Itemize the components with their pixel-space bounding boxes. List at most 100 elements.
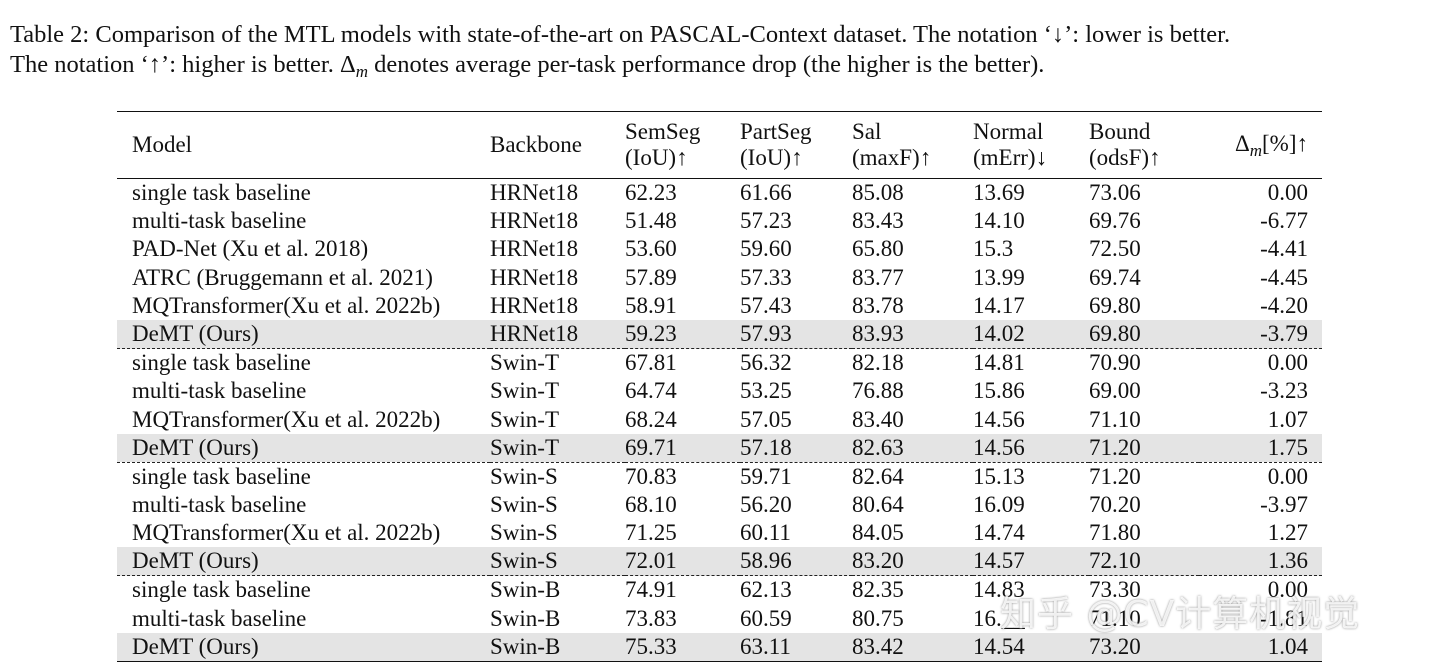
cell-normal: 13.69	[973, 180, 1025, 205]
cell-bound: 70.90	[1089, 350, 1141, 376]
cell-sal: 83.42	[852, 632, 973, 662]
table-row: single task baseline Swin-S 70.83 59.71 82.6…	[117, 462, 1322, 491]
cell-sal: 82.35	[852, 577, 904, 603]
cell-partseg: 58.96	[740, 547, 852, 577]
cell-sal: 83.93	[852, 320, 973, 350]
table-row: multi-task baseline Swin-B 73.83 60.59 80.75…	[117, 604, 1322, 632]
header-normal-metric: (mErr)↓	[973, 145, 1048, 170]
cell-backbone: HRNet18	[490, 236, 579, 262]
header-sal-name: Sal	[852, 119, 882, 144]
cell-sal: 82.64	[852, 463, 904, 489]
cell-model: DeMT (Ours)	[117, 433, 490, 463]
cell-normal: 14.81	[973, 350, 1025, 376]
cell-sal: 84.05	[852, 520, 904, 546]
header-semseg: SemSeg (IoU)↑	[625, 112, 740, 179]
cell-bound: 71.80	[1089, 520, 1141, 546]
cell-semseg: 75.33	[625, 632, 740, 662]
cell-backbone: Swin-S	[490, 547, 625, 577]
cell-bound: 72.50	[1089, 236, 1141, 262]
header-semseg-name: SemSeg	[625, 119, 701, 144]
table-row-ours: DeMT (Ours) Swin-B 75.33 63.11 83.42 14.54 73.…	[117, 632, 1322, 662]
cell-sal: 76.88	[852, 378, 904, 404]
cell-semseg: 70.83	[625, 463, 677, 489]
cell-bound: 71.20	[1089, 463, 1141, 489]
cell-delta: 1.27	[1267, 520, 1308, 546]
cell-model: single task baseline	[132, 180, 311, 205]
cell-semseg: 53.60	[625, 236, 677, 262]
cell-backbone: Swin-B	[490, 577, 561, 603]
cell-semseg: 58.91	[625, 293, 677, 319]
cell-normal: 14.56	[973, 433, 1089, 463]
cell-delta: 0.00	[1267, 463, 1308, 489]
table-row-ours: DeMT (Ours) Swin-S 72.01 58.96 83.20 14.57 72.…	[117, 547, 1322, 577]
cell-bound: 70.20	[1089, 491, 1141, 517]
caption-line-2-end: denotes average per-task performance dro…	[368, 51, 1045, 78]
cell-delta: -3.97	[1260, 491, 1308, 517]
cell-partseg: 53.25	[740, 378, 792, 404]
table-row: multi-task baseline Swin-T 64.74 53.25 76.88…	[117, 377, 1322, 405]
cell-bound: 69.74	[1089, 264, 1141, 290]
header-delta-unit: [%]↑	[1262, 131, 1308, 156]
cell-partseg: 59.60	[740, 236, 792, 262]
cell-normal: 16.09	[973, 491, 1025, 517]
table-caption: Table 2: Comparison of the MTL models wi…	[10, 20, 1430, 82]
cell-sal: 80.64	[852, 491, 904, 517]
cell-semseg: 57.89	[625, 264, 677, 290]
table-row-ours: DeMT (Ours) Swin-T 69.71 57.18 82.63 14.56 71.…	[117, 433, 1322, 463]
cell-delta: 0.00	[1267, 180, 1308, 205]
header-partseg-name: PartSeg	[740, 119, 812, 144]
cell-bound: 71.10	[1089, 406, 1141, 432]
cell-bound: 73.06	[1089, 180, 1141, 205]
table-header: Model Backbone SemSeg (IoU)↑ PartSeg (IoU)…	[117, 111, 1322, 179]
table-row: single task baseline Swin-T 67.81 56.32 82.1…	[117, 349, 1322, 378]
header-normal: Normal (mErr)↓	[973, 112, 1089, 179]
cell-delta: 1.75	[1199, 433, 1322, 463]
cell-model: multi-task baseline	[132, 378, 307, 404]
cell-normal: 14.56	[973, 406, 1025, 432]
cell-delta: -4.20	[1260, 293, 1308, 319]
cell-model: DeMT (Ours)	[117, 320, 490, 350]
cell-normal: 14.17	[973, 293, 1025, 319]
cell-delta: -4.45	[1260, 264, 1308, 290]
cell-semseg: 62.23	[625, 180, 677, 205]
cell-partseg: 56.32	[740, 350, 792, 376]
cell-delta: -6.77	[1260, 208, 1308, 234]
cell-semseg: 72.01	[625, 547, 740, 577]
cell-backbone: Swin-T	[490, 433, 625, 463]
cell-semseg: 71.25	[625, 520, 677, 546]
cell-semseg: 68.10	[625, 491, 677, 517]
cell-normal: 15.86	[973, 378, 1025, 404]
cell-partseg: 60.59	[740, 605, 792, 631]
caption-delta-symbol: Δm	[340, 51, 368, 81]
header-model: Model	[132, 132, 193, 157]
cell-backbone: Swin-T	[490, 406, 559, 432]
cell-normal: 14.02	[973, 320, 1089, 350]
cell-backbone: HRNet18	[490, 320, 625, 350]
caption-line-1: Table 2: Comparison of the MTL models wi…	[10, 21, 1231, 48]
cell-backbone: Swin-S	[490, 491, 558, 517]
cell-model: multi-task baseline	[132, 605, 307, 631]
cell-backbone: Swin-S	[490, 463, 558, 489]
cell-partseg: 61.66	[740, 180, 792, 205]
cell-model: MQTransformer(Xu et al. 2022b)	[132, 520, 441, 546]
cell-model: multi-task baseline	[132, 491, 307, 517]
caption-line-2: The notation ‘↑’: higher is better. Δm d…	[10, 50, 1430, 82]
cell-model: multi-task baseline	[132, 208, 307, 234]
cell-sal: 65.80	[852, 236, 904, 262]
cell-semseg: 68.24	[625, 406, 677, 432]
header-bound: Bound (odsF)↑	[1089, 112, 1199, 179]
cell-sal: 83.78	[852, 293, 904, 319]
table-row: MQTransformer(Xu et al. 2022b) Swin-T 68.2…	[117, 405, 1322, 433]
cell-partseg: 63.11	[740, 632, 852, 662]
header-partseg: PartSeg (IoU)↑	[740, 112, 852, 179]
cell-partseg: 56.20	[740, 491, 792, 517]
cell-delta: -3.23	[1260, 378, 1308, 404]
cell-delta: 1.36	[1199, 547, 1322, 577]
cell-normal: 14.10	[973, 208, 1025, 234]
header-sal: Sal (maxF)↑	[852, 112, 973, 179]
cell-backbone: Swin-S	[490, 520, 558, 546]
cell-model: MQTransformer(Xu et al. 2022b)	[132, 293, 441, 319]
table-row: multi-task baseline HRNet18 51.48 57.23 83.4…	[117, 207, 1322, 235]
cell-normal: 16.__	[973, 605, 1025, 631]
table-row: multi-task baseline Swin-S 68.10 56.20 80.64…	[117, 491, 1322, 519]
